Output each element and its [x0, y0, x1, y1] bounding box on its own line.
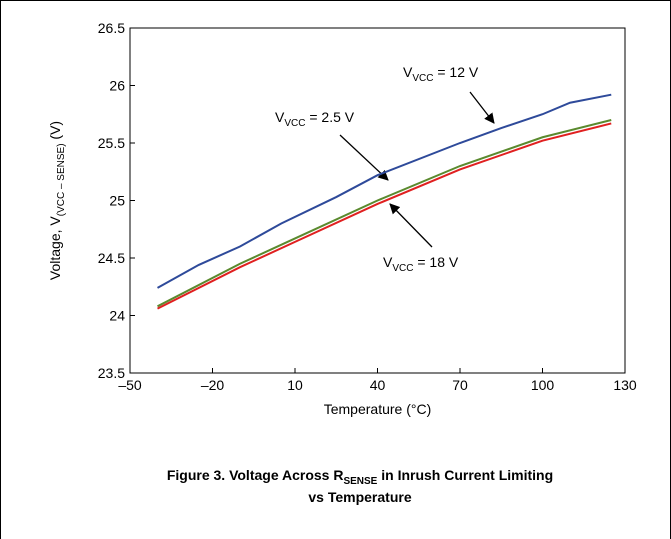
x-tick-label: 100: [531, 377, 555, 393]
legend-label: VVCC = 18 V: [383, 254, 459, 274]
x-tick-label: 40: [370, 377, 386, 393]
x-tick-label: –20: [201, 377, 225, 393]
x-tick-label: 10: [287, 377, 303, 393]
arrow: [389, 203, 433, 248]
arrow: [339, 134, 389, 181]
y-tick-label: 25: [109, 193, 125, 209]
y-axis-label-part: (VCC – SENSE): [56, 143, 67, 216]
y-tick-label: 24: [109, 308, 125, 324]
arrow: [469, 91, 495, 124]
legend-label-part: = 12 V: [433, 64, 478, 80]
y-axis-label-part: (V): [47, 121, 63, 144]
x-tick-label: –50: [118, 377, 142, 393]
legend-bg: [381, 253, 461, 275]
caption: vs Temperature: [308, 489, 411, 505]
legend-label-part: V: [275, 109, 285, 125]
y-tick-label: 23.5: [98, 365, 125, 381]
y-tick-label: 26.5: [98, 20, 125, 36]
x-axis-label: Temperature (°C): [324, 401, 432, 417]
legend-label-part: VCC: [392, 263, 413, 274]
legend-label-part: V: [403, 64, 413, 80]
y-tick-label: 26: [109, 78, 125, 94]
line: [157, 119, 612, 308]
x-tick-label: 70: [452, 377, 468, 393]
x-tick-label: 130: [613, 377, 637, 393]
caption: Figure 3. Voltage Across RSENSE in Inrus…: [167, 467, 553, 487]
caption-part: SENSE: [343, 476, 377, 487]
caption-part: Figure 3. Voltage Across R: [167, 467, 344, 483]
legend-label-part: VCC: [284, 118, 305, 129]
legend-label-part: VCC: [412, 73, 433, 84]
y-axis-label-part: Voltage, V: [47, 216, 63, 280]
line: [157, 122, 612, 310]
legend-bg: [273, 108, 357, 130]
legend-label-part: = 18 V: [413, 254, 458, 270]
y-tick-label: 24.5: [98, 250, 125, 266]
legend-label-part: V: [383, 254, 393, 270]
legend-label-part: = 2.5 V: [305, 109, 354, 125]
legend-label: VVCC = 12 V: [403, 64, 479, 84]
legend-label: VVCC = 2.5 V: [275, 109, 355, 129]
line: [157, 93, 612, 289]
y-tick-label: 25.5: [98, 135, 125, 151]
legend-bg: [401, 63, 481, 85]
y-axis-label: Voltage, V(VCC – SENSE) (V): [47, 121, 67, 280]
caption-part: in Inrush Current Limiting: [377, 467, 553, 483]
